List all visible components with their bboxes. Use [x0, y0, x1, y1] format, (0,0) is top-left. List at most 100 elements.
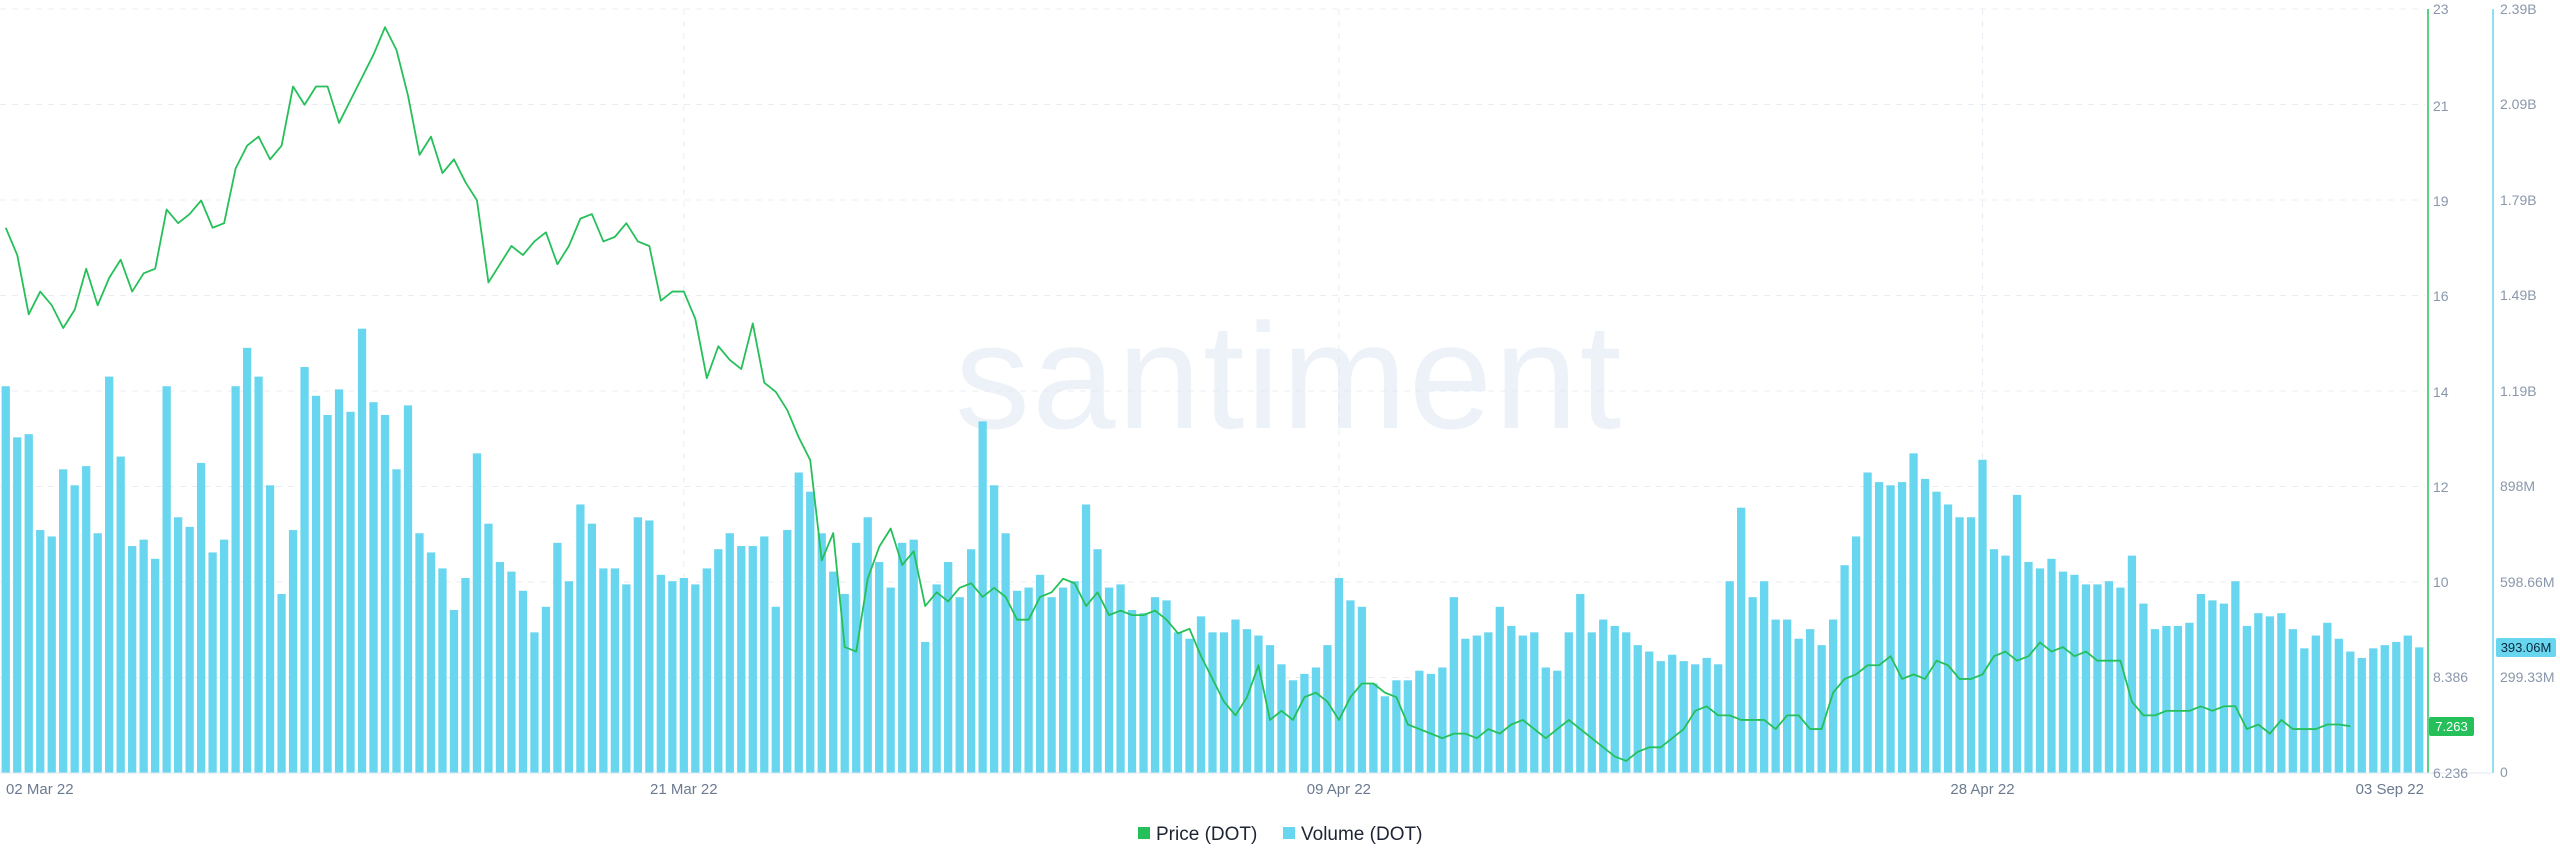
volume-tick-label: 898M [2500, 478, 2535, 494]
volume-bar [2150, 629, 2160, 773]
volume-bar [495, 562, 505, 773]
volume-bar [783, 530, 792, 773]
volume-bar [2403, 635, 2412, 773]
volume-bar [1300, 673, 1309, 773]
volume-bar [438, 568, 447, 773]
volume-bar [162, 386, 171, 773]
volume-bar [576, 504, 585, 773]
volume-bar [1794, 638, 1803, 773]
x-tick-label: 02 Mar 22 [6, 781, 74, 798]
volume-bar [587, 523, 597, 773]
volume-bar [2380, 645, 2389, 773]
volume-bar [1472, 635, 1481, 773]
volume-bar [990, 485, 999, 773]
volume-bar [1127, 609, 1137, 773]
legend-volume-label: Volume (DOT) [1301, 824, 1422, 845]
volume-bar [1955, 517, 1964, 773]
volume-bar [1323, 645, 1332, 773]
volume-bar [1334, 578, 1344, 773]
volume-bar [1863, 472, 1872, 773]
volume-bar [1426, 673, 1435, 773]
volume-bar [806, 491, 815, 773]
volume-tick-label: 1.19B [2500, 383, 2537, 399]
volume-bar [1874, 482, 1884, 773]
volume-bar [24, 434, 33, 773]
volume-bar [242, 347, 252, 773]
volume-bar [794, 472, 803, 773]
volume-bar [1897, 482, 1907, 773]
volume-bar [139, 539, 148, 773]
volume-bar [898, 542, 907, 773]
volume-bar [921, 641, 930, 773]
volume-bar [909, 539, 918, 773]
volume-bar [518, 590, 528, 773]
volume-bar [852, 542, 861, 773]
volume-bar [2369, 648, 2378, 773]
volume-bar [748, 546, 757, 773]
volume-bar [2277, 613, 2286, 773]
volume-bar [1196, 616, 1206, 773]
volume-bar [2104, 581, 2114, 773]
volume-bar [1231, 619, 1240, 773]
volume-bar [2242, 625, 2251, 773]
volume-bar [599, 568, 608, 773]
legend-price-label: Price (DOT) [1156, 824, 1257, 845]
price-line-layer [4, 26, 2351, 762]
watermark: santiment [955, 292, 1623, 460]
volume-bar [1668, 654, 1677, 773]
volume-bar [196, 462, 206, 773]
volume-bar [219, 539, 229, 773]
volume-bar [2346, 651, 2355, 773]
volume-bar [2116, 587, 2125, 773]
volume-bar [1495, 606, 1504, 773]
volume-tick-label: 299.33M [2500, 669, 2554, 685]
volume-bar [2254, 613, 2263, 773]
volume-bar [507, 571, 516, 773]
volume-bar [1679, 661, 1688, 773]
volume-bar [1035, 574, 1045, 773]
price-tick-label: 12 [2433, 479, 2449, 495]
volume-bar [840, 593, 849, 773]
volume-bar [1185, 638, 1194, 773]
volume-bar [380, 414, 390, 773]
volume-bar [1702, 657, 1711, 773]
volume-bar [760, 536, 769, 773]
volume-bar [610, 568, 619, 773]
volume-bar [530, 632, 539, 773]
volume-bar [151, 558, 160, 773]
price-tick-label: 21 [2433, 98, 2449, 114]
volume-bar [2196, 593, 2206, 773]
volume-bar [1610, 625, 1619, 773]
volume-badge-bg [2496, 638, 2556, 657]
volume-bar [1978, 459, 1987, 773]
volume-bar [955, 597, 964, 773]
volume-bar [1622, 632, 1631, 773]
volume-bar [1507, 625, 1516, 773]
volume-bar [82, 466, 91, 773]
volume-bar [311, 395, 321, 773]
volume-bar [334, 389, 344, 773]
volume-bar [1484, 632, 1493, 773]
volume-bar [1851, 536, 1861, 773]
volume-bar [1449, 597, 1458, 773]
volume-bar [2231, 581, 2240, 773]
volume-bar [357, 328, 367, 773]
volume-bar [1725, 581, 1734, 773]
volume-bar [2311, 635, 2320, 773]
volume-bar [2001, 555, 2010, 773]
volume-bar [1047, 597, 1056, 773]
volume-bar [254, 376, 263, 773]
volume-bar [2392, 641, 2401, 773]
volume-bar [2334, 638, 2343, 773]
volume-bar [59, 469, 68, 773]
volume-bar [1070, 581, 1079, 773]
volume-bars [1, 328, 2424, 773]
volume-bar [2288, 629, 2297, 773]
price-tick-label: 16 [2433, 288, 2449, 304]
volume-bar [691, 584, 700, 773]
volume-bar [1817, 645, 1826, 773]
volume-bar [1932, 491, 1941, 773]
volume-bar [2219, 603, 2229, 773]
volume-bar [1093, 549, 1102, 773]
